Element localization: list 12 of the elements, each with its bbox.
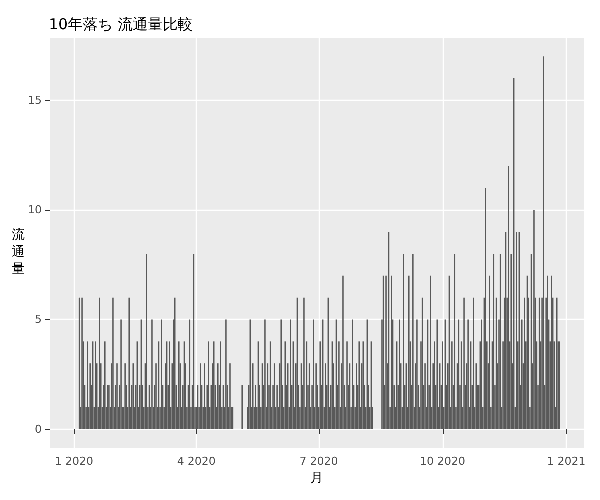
y-axis-title: 流通量 — [12, 227, 25, 276]
y-tick-label: 15 — [28, 94, 42, 107]
chart-title: 10年落ち 流通量比較 — [49, 16, 193, 34]
y-tick-label: 10 — [28, 204, 42, 217]
y-tick-label: 5 — [35, 313, 42, 326]
x-tick-label: 10 2020 — [420, 455, 466, 468]
y-tick-label: 0 — [35, 422, 42, 436]
x-axis-title: 月 — [310, 471, 324, 486]
x-tick-label: 4 2020 — [177, 455, 216, 468]
x-tick-label: 1 2020 — [54, 455, 94, 468]
x-tick-label: 7 2020 — [300, 455, 338, 468]
x-tick-label: 1 2021 — [547, 455, 586, 468]
